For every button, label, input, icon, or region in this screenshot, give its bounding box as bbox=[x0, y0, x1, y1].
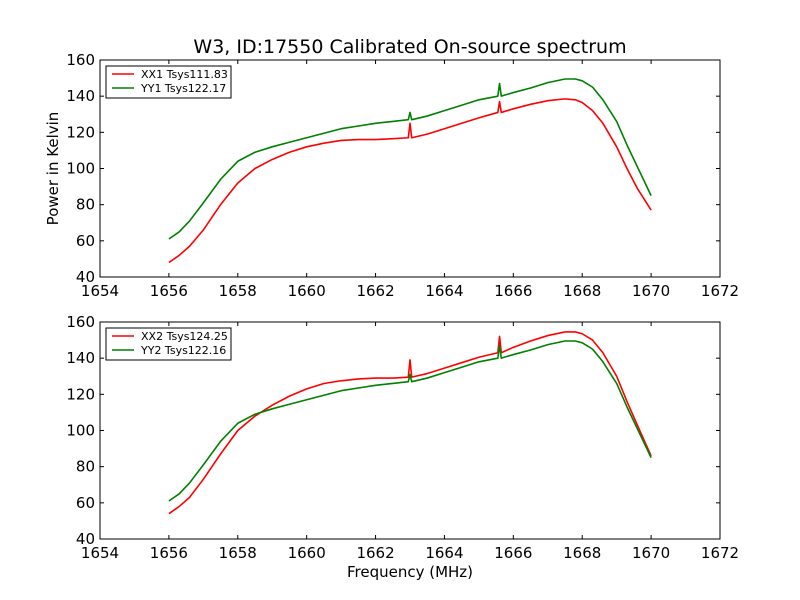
x-tick-label: 1664 bbox=[425, 282, 463, 300]
x-tick-label: 1666 bbox=[494, 544, 532, 562]
y-tick-label: 160 bbox=[66, 51, 95, 69]
y-tick-label: 120 bbox=[66, 385, 95, 403]
y-tick-label: 60 bbox=[76, 494, 95, 512]
x-tick-label: 1658 bbox=[219, 544, 257, 562]
y-tick-label: 40 bbox=[76, 530, 95, 548]
legend-label: YY1 Tsys122.17 bbox=[140, 82, 226, 95]
x-tick-label: 1658 bbox=[219, 282, 257, 300]
x-tick-label: 1656 bbox=[150, 282, 188, 300]
x-tick-label: 1670 bbox=[632, 282, 670, 300]
chart-title: W3, ID:17550 Calibrated On-source spectr… bbox=[193, 36, 626, 58]
x-tick-label: 1668 bbox=[563, 544, 601, 562]
series-line-2 bbox=[168, 78, 652, 240]
x-tick-label: 1668 bbox=[563, 282, 601, 300]
y-tick-label: 120 bbox=[66, 123, 95, 141]
plot-panel-bottom: 1654 1656 1658 1660 1662 1664 1666 1668 1670 1672… bbox=[66, 313, 739, 562]
x-tick-label: 1664 bbox=[425, 544, 463, 562]
y-tick-label: 80 bbox=[76, 196, 95, 214]
x-tick-label: 1666 bbox=[494, 282, 532, 300]
y-tick-label: 160 bbox=[66, 313, 95, 331]
legend-label: YY2 Tsys122.16 bbox=[140, 344, 226, 357]
x-tick-label: 1672 bbox=[701, 282, 739, 300]
series-line-1 bbox=[168, 98, 652, 264]
y-tick-label: 40 bbox=[76, 268, 95, 286]
x-tick-label: 1662 bbox=[356, 544, 394, 562]
x-axis-label: Frequency (MHz) bbox=[347, 563, 473, 581]
x-tick-label: 1670 bbox=[632, 544, 670, 562]
y-tick-label: 100 bbox=[66, 422, 95, 440]
x-tick-label: 1672 bbox=[701, 544, 739, 562]
y-tick-label: 80 bbox=[76, 458, 95, 476]
x-tick-label: 1654 bbox=[81, 282, 119, 300]
x-tick-label: 1656 bbox=[150, 544, 188, 562]
series-line-1 bbox=[168, 331, 652, 515]
legend-box bbox=[105, 327, 232, 361]
legend-label: XX2 Tsys124.25 bbox=[141, 330, 228, 343]
series-line-2 bbox=[168, 340, 652, 502]
y-tick-label: 60 bbox=[76, 232, 95, 250]
plot-panel-top: 1654 1656 1658 1660 1662 1664 1666 1668 1670 1672… bbox=[66, 51, 739, 300]
x-tick-label: 1662 bbox=[356, 282, 394, 300]
x-tick-label: 1660 bbox=[288, 282, 326, 300]
y-tick-label: 140 bbox=[66, 349, 95, 367]
x-tick-label: 1660 bbox=[288, 544, 326, 562]
y-tick-label: 100 bbox=[66, 160, 95, 178]
x-tick-label: 1654 bbox=[81, 544, 119, 562]
y-tick-label: 140 bbox=[66, 87, 95, 105]
legend-label: XX1 Tsys111.83 bbox=[141, 68, 228, 81]
legend-box bbox=[105, 65, 232, 99]
y-axis-label: Power in Kelvin bbox=[44, 112, 62, 226]
